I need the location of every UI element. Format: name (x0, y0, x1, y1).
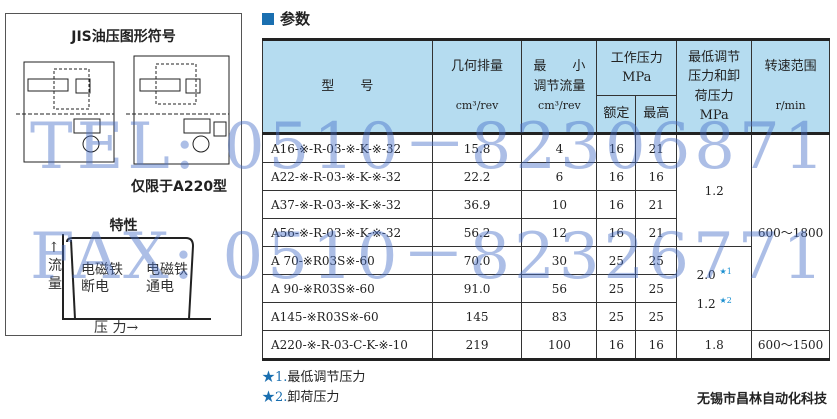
off-label: 电磁铁 断电 (81, 262, 123, 295)
cell-max: 21 (635, 218, 678, 247)
cell-rated: 25 (596, 302, 637, 331)
cell-displacement: 219 (431, 330, 523, 360)
cell-max: 25 (635, 302, 678, 331)
table-row: A 90-※R03S※-60 91.0 56 25 25 (262, 274, 830, 303)
cell-max: 25 (635, 274, 678, 303)
cell-displacement: 22.2 (431, 162, 523, 191)
cell-model: A22-※-R-03-※-K-※-32 (262, 162, 433, 191)
cell-low-pressure: 1.8 (676, 330, 753, 360)
flow-label: ↑ 流量 (48, 240, 62, 292)
cell-model: A56-※-R-03-※-K-※-32 (262, 218, 433, 247)
cell-low-pressure: 2.0 ★1 1.2 ★2 (676, 246, 753, 331)
a220-note: 仅限于A220型 (131, 179, 228, 195)
table-row: A 70-※R03S※-60 70.0 30 25 25 2.0 ★1 1.2 ★2 (262, 246, 830, 331)
cell-min-flow: 100 (521, 330, 598, 360)
table-row: A56-※-R-03-※-K-※-32 56.2 12 16 21 (262, 218, 830, 247)
cell-rated: 25 (596, 246, 637, 275)
left-panel: JIS油压图形符号 仅限于A220型 特性 ↑ 流量 电磁铁 断电 电磁铁 通电 … (5, 13, 242, 336)
header-rated: 额定 (596, 95, 637, 134)
company-name: 无锡市昌林自动化科技 (696, 392, 827, 407)
cell-min-flow: 83 (521, 302, 598, 331)
header-low-pressure: 最低调节 压力和卸 荷压力 MPa (676, 39, 753, 134)
on-label: 电磁铁 通电 (146, 262, 188, 295)
cell-min-flow: 12 (521, 218, 598, 247)
cell-speed: 600～1500 (751, 330, 830, 360)
pressure-label: 压 力→ (94, 320, 139, 336)
cell-min-flow: 30 (521, 246, 598, 275)
note-2: ★2.卸荷压力 (262, 390, 340, 405)
cell-rated: 16 (596, 190, 637, 219)
header-speed: 转速范围 r/min (751, 39, 830, 134)
cell-min-flow: 56 (521, 274, 598, 303)
cell-model: A 90-※R03S※-60 (262, 274, 433, 303)
cell-low-pressure: 1.2 (676, 133, 753, 247)
cell-rated: 16 (596, 330, 637, 360)
cell-max: 21 (635, 190, 678, 219)
header-model: 型 号 (262, 39, 433, 134)
header-max: 最高 (635, 95, 678, 134)
cell-displacement: 91.0 (431, 274, 523, 303)
cell-max: 16 (635, 330, 678, 360)
characteristic-title: 特性 (109, 218, 138, 234)
cell-displacement: 145 (431, 302, 523, 331)
cell-min-flow: 6 (521, 162, 598, 191)
cell-max: 25 (635, 246, 678, 275)
cell-max: 21 (635, 133, 678, 163)
table-row: A220-※-R-03-C-K-※-10 219 100 16 16 1.8 600… (262, 330, 830, 360)
cell-model: A145-※R03S※-60 (262, 302, 433, 331)
table-row: A37-※-R-03-※-K-※-32 36.9 10 16 21 (262, 190, 830, 219)
cell-displacement: 70.0 (431, 246, 523, 275)
cell-model: A16-※-R-03-※-K-※-32 (262, 133, 433, 163)
cell-displacement: 36.9 (431, 190, 523, 219)
symbol-title: JIS油压图形符号 (71, 29, 176, 45)
cell-model: A37-※-R-03-※-K-※-32 (262, 190, 433, 219)
header-work-pressure: 工作压力 MPa (596, 39, 678, 96)
table-row: A16-※-R-03-※-K-※-32 15.8 4 16 21 1.2 600～1… (262, 133, 830, 331)
header-min-flow: 最 小 调节流量 cm³/rev (521, 39, 598, 134)
characteristic-curve (62, 234, 211, 320)
cell-min-flow: 4 (521, 133, 598, 163)
cell-rated: 25 (596, 274, 637, 303)
cell-speed: 600～1800 (751, 133, 830, 331)
cell-displacement: 56.2 (431, 218, 523, 247)
note-1: ★1.最低调节压力 (262, 370, 366, 385)
parameter-table: 型 号 几何排量 cm³/rev 最 小 调节流量 cm³/rev 工作压力 MPa… (262, 38, 830, 361)
cell-rated: 16 (596, 162, 637, 191)
square-icon (262, 12, 274, 25)
cell-rated: 16 (596, 218, 637, 247)
cell-model: A220-※-R-03-C-K-※-10 (262, 330, 433, 360)
cell-rated: 16 (596, 133, 637, 163)
section-title: 参数 (262, 8, 310, 29)
cell-min-flow: 10 (521, 190, 598, 219)
header-displacement: 几何排量 cm³/rev (431, 39, 523, 134)
cell-displacement: 15.8 (431, 133, 523, 163)
cell-model: A 70-※R03S※-60 (262, 246, 433, 275)
hydraulic-symbol-diagram (16, 55, 230, 165)
cell-max: 16 (635, 162, 678, 191)
table-row: A145-※R03S※-60 145 83 25 25 (262, 302, 830, 331)
